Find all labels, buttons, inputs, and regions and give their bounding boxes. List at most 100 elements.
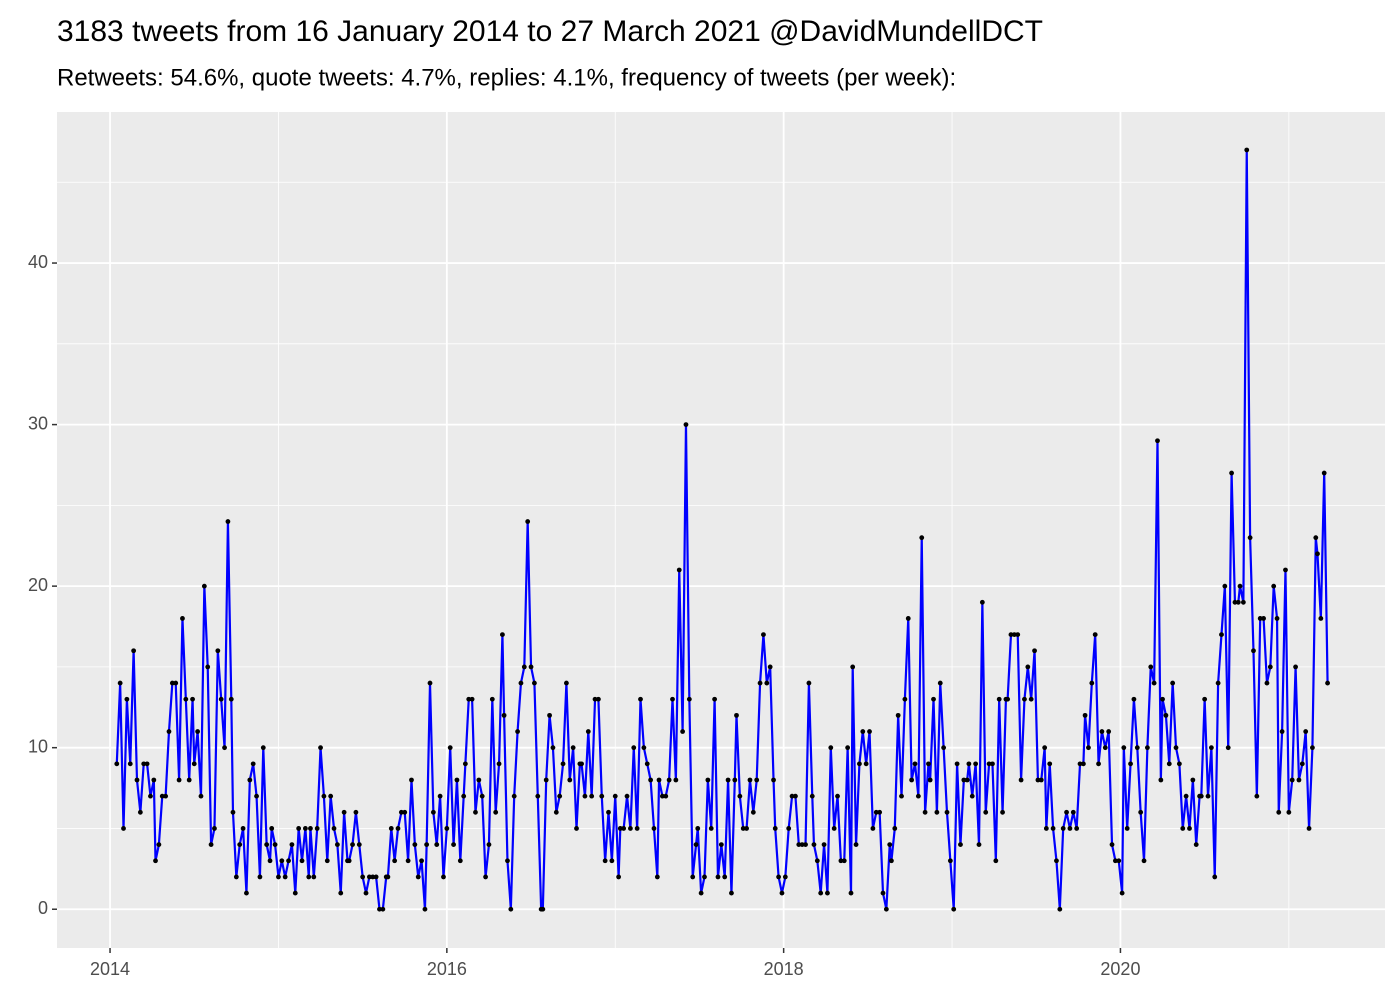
point — [1064, 809, 1069, 815]
point — [838, 858, 844, 864]
point — [153, 858, 158, 864]
point — [201, 583, 207, 589]
point — [321, 793, 327, 799]
point — [698, 890, 704, 896]
x-tick-label: 2020 — [1100, 959, 1140, 979]
point — [1050, 826, 1056, 831]
point — [708, 826, 714, 831]
point — [1005, 696, 1011, 702]
point — [996, 696, 1002, 702]
point — [1134, 745, 1140, 751]
point — [725, 777, 731, 783]
point — [1286, 809, 1292, 815]
point — [1112, 858, 1118, 864]
point — [986, 761, 992, 767]
point — [1015, 632, 1021, 638]
y-tick-label: 10 — [28, 736, 48, 756]
point — [564, 680, 569, 686]
point — [159, 793, 165, 799]
point — [693, 842, 699, 848]
point — [926, 761, 931, 767]
point — [964, 777, 970, 783]
point — [257, 874, 263, 880]
point — [1237, 583, 1243, 589]
point — [1124, 826, 1130, 831]
point — [233, 874, 239, 880]
chart-subtitle: Retweets: 54.6%, quote tweets: 4.7%, rep… — [57, 64, 956, 91]
point — [883, 906, 889, 912]
point — [269, 826, 275, 831]
point — [919, 535, 925, 541]
point — [500, 632, 505, 638]
point — [1074, 826, 1080, 831]
point — [1180, 826, 1186, 831]
point — [560, 761, 566, 767]
point — [641, 745, 647, 751]
x-tick-label: 2018 — [764, 959, 804, 979]
point — [609, 858, 615, 864]
point — [405, 858, 411, 864]
point — [990, 761, 995, 767]
point — [621, 826, 627, 831]
point — [289, 842, 295, 848]
point — [353, 809, 359, 815]
point — [666, 777, 672, 783]
point — [205, 664, 211, 670]
point — [806, 680, 812, 686]
point — [457, 858, 463, 864]
point — [857, 761, 862, 767]
point — [505, 858, 510, 864]
point — [1187, 826, 1192, 831]
point — [912, 761, 918, 767]
point — [592, 696, 598, 702]
point — [1144, 745, 1150, 751]
chart-title: 3183 tweets from 16 January 2014 to 27 M… — [57, 15, 1043, 48]
point — [951, 906, 957, 912]
point — [771, 777, 776, 783]
point — [1274, 616, 1280, 621]
point — [430, 809, 436, 815]
point — [1038, 777, 1044, 783]
point — [137, 809, 143, 815]
point — [1102, 745, 1108, 751]
point — [454, 777, 460, 783]
point — [606, 809, 611, 815]
point — [931, 696, 936, 702]
point — [582, 793, 588, 799]
point — [1318, 616, 1324, 621]
point — [841, 858, 847, 864]
point — [260, 745, 266, 751]
point — [377, 906, 382, 912]
point — [976, 842, 982, 848]
point — [191, 761, 197, 767]
point — [1267, 664, 1273, 670]
point — [173, 680, 179, 686]
point — [867, 729, 872, 734]
point — [631, 745, 637, 751]
y-tick-label: 20 — [28, 575, 48, 595]
point — [737, 793, 743, 799]
point — [712, 696, 718, 702]
point — [318, 745, 323, 751]
point — [1310, 745, 1315, 751]
point — [1080, 761, 1086, 767]
point — [134, 777, 140, 783]
point — [447, 745, 453, 751]
point — [648, 777, 654, 783]
point — [757, 680, 763, 686]
point — [553, 809, 559, 815]
point — [264, 842, 270, 848]
point — [983, 809, 989, 815]
point — [825, 890, 830, 896]
point — [350, 842, 355, 848]
point — [1099, 729, 1105, 734]
point — [764, 680, 770, 686]
point — [479, 793, 485, 799]
point — [412, 842, 418, 848]
point — [427, 680, 433, 686]
point — [328, 793, 334, 799]
point — [222, 745, 227, 751]
point — [1158, 777, 1164, 783]
point — [973, 761, 979, 767]
